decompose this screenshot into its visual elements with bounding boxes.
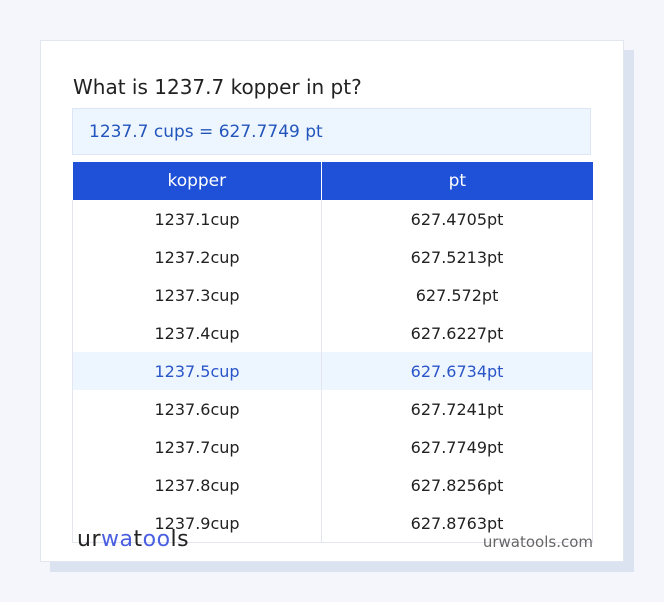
table-row: 1237.1cup 627.4705pt bbox=[71, 200, 593, 238]
pt-cell: 627.7241pt bbox=[321, 390, 593, 428]
kopper-cell: 1237.1cup bbox=[71, 200, 323, 238]
pt-cell: 627.8256pt bbox=[321, 466, 593, 504]
kopper-cell: 1237.4cup bbox=[71, 314, 323, 352]
site-link[interactable]: urwatools.com bbox=[482, 533, 593, 551]
converter-card: What is 1237.7 kopper in pt? 1237.7 cups… bbox=[40, 40, 624, 562]
kopper-cell: 1237.9cup bbox=[71, 504, 323, 543]
pt-cell: 627.6734pt bbox=[321, 352, 593, 390]
urwatools-logo[interactable]: urwatools bbox=[77, 527, 190, 552]
column-header-pt: pt bbox=[321, 162, 593, 200]
pt-cell: 627.8763pt bbox=[321, 504, 593, 543]
kopper-cell: 1237.8cup bbox=[71, 466, 323, 504]
pt-cell: 627.572pt bbox=[321, 276, 593, 314]
pt-cell: 627.4705pt bbox=[321, 200, 593, 238]
pt-cell: 627.5213pt bbox=[321, 238, 593, 276]
table-row: 1237.6cup 627.7241pt bbox=[71, 390, 593, 428]
table-row: 1237.7cup 627.7749pt bbox=[71, 428, 593, 466]
conversion-table: kopper pt 1237.1cup 627.4705pt 1237.2cup 62… bbox=[71, 162, 593, 543]
pt-cell: 627.6227pt bbox=[321, 314, 593, 352]
table-row: 1237.5cup 627.6734pt bbox=[71, 352, 593, 390]
kopper-cell: 1237.6cup bbox=[71, 390, 323, 428]
table-row: 1237.8cup 627.8256pt bbox=[71, 466, 593, 504]
table-row: 1237.3cup 627.572pt bbox=[71, 276, 593, 314]
kopper-cell: 1237.2cup bbox=[71, 238, 323, 276]
page-title: What is 1237.7 kopper in pt? bbox=[73, 75, 362, 99]
kopper-cell: 1237.7cup bbox=[71, 428, 323, 466]
kopper-cell: 1237.3cup bbox=[71, 276, 323, 314]
column-header-kopper: kopper bbox=[72, 162, 322, 200]
table-row: 1237.4cup 627.6227pt bbox=[71, 314, 593, 352]
pt-cell: 627.7749pt bbox=[321, 428, 593, 466]
result-box: 1237.7 cups = 627.7749 pt bbox=[72, 108, 591, 155]
kopper-cell: 1237.5cup bbox=[71, 352, 323, 390]
table-row: 1237.9cup 627.8763pt bbox=[71, 504, 593, 543]
table-row: 1237.2cup 627.5213pt bbox=[71, 238, 593, 276]
